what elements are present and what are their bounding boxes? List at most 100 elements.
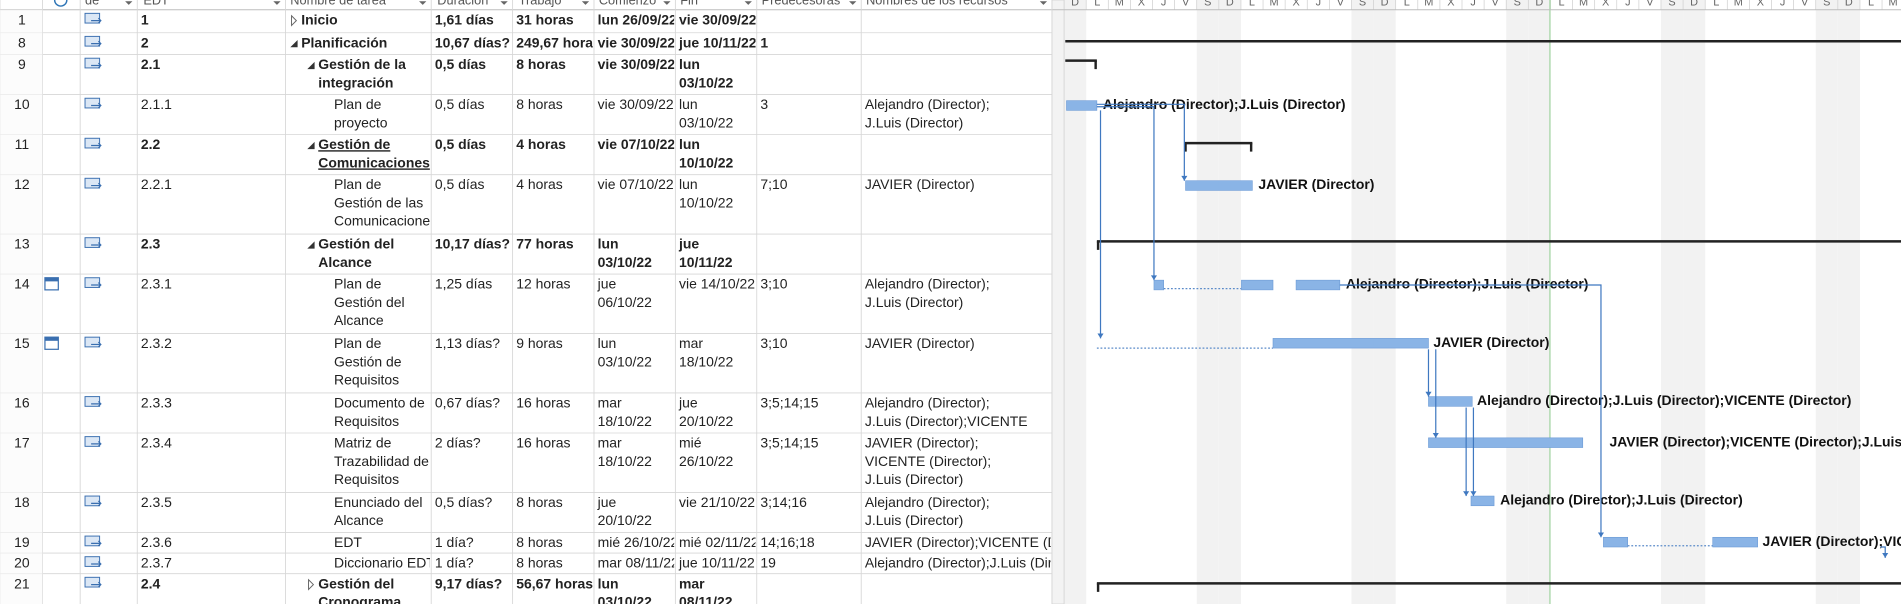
header-dropdown [125,1,133,5]
work: 9 horas [516,335,563,351]
task-bar [1428,437,1584,448]
row-id: 20 [14,555,30,571]
weekend-stripe [1218,0,1241,604]
row-id: 16 [14,395,30,411]
predecessors: 1 [760,34,768,50]
resources: J.Luis (Director) [865,471,963,487]
calendar-icon-top [44,277,59,282]
day-label: V [1646,0,1654,8]
wbs: 2.2 [141,136,161,152]
finish-date: 10/10/22 [679,154,734,170]
finish-date: mié [679,435,702,451]
task-bar [1603,536,1628,548]
start-date: lun [598,236,619,252]
resources: Alejandro (Director); [865,96,990,112]
resources: J.Luis (Director) [865,294,963,310]
day-label: X [1293,0,1301,8]
finish-date: mar [679,335,703,351]
day-label: L [1404,0,1410,8]
bar-label: JAVIER (Director) [1258,176,1374,192]
finish-date: 10/11/22 [679,254,733,270]
finish-date: lun [679,96,698,112]
header-dropdown [419,1,427,5]
duration: 1 día? [435,555,474,571]
finish-date: vie 21/10/22 [679,494,755,510]
dependency-arrow [1597,532,1605,538]
info-icon [53,0,68,7]
dependency-link [1096,103,1185,181]
task-name: Plan de [334,96,382,112]
task-mode-arrow [91,401,102,407]
task-name: Requisitos [334,372,399,388]
task-mode-arrow [91,540,102,547]
finish-date: vie 14/10/22 [679,276,755,292]
day-label: V [1492,0,1500,8]
wbs: 1 [141,11,149,27]
work: 8 horas [516,534,563,550]
dependency-arrow [1432,432,1439,438]
task-name: Trazabilidad de [334,453,429,469]
resources: Alejandro (Director); [865,395,990,411]
column-header: de [85,0,99,8]
task-mode-arrow [91,17,102,24]
start-date: 03/10/22 [598,353,653,369]
row-id: 19 [14,534,30,550]
row-id: 14 [14,276,30,292]
bar-label: Alejandro (Director);J.Luis (Director) [1103,96,1346,112]
weekend-stripe [1064,0,1087,604]
day-label: M [1579,0,1588,8]
work: 8 horas [516,555,563,571]
finish-date: 26/10/22 [679,453,734,469]
finish-date: 03/10/22 [679,114,734,130]
day-label: S [1668,0,1675,8]
wbs: 2 [141,34,149,50]
collapsed-toggle [291,14,298,27]
finish-date: lun [679,176,698,192]
start-date: 03/10/22 [598,593,653,604]
weekend-stripe [1506,0,1529,604]
expanded-toggle [307,141,315,150]
task-mode-icon [84,137,101,149]
finish-date: jue [678,236,699,252]
task-name: EDT [334,534,362,550]
duration: 1,61 días [435,11,494,27]
resources: Alejandro (Director); [865,494,990,510]
work: 4 horas [516,136,566,152]
task-name: Gestión de [334,353,402,369]
task-mode-arrow [91,62,102,69]
task-name: Gestión de [318,136,390,152]
column-header: Predecesoras [762,0,841,8]
bar-label: JAVIER (Director);VICENTE (Director) [1763,533,1901,549]
duration: 0,5 días [435,136,486,152]
header-dropdown [1039,1,1048,5]
start-date: lun [598,335,617,351]
day-label: M [1115,0,1124,8]
day-label: S [1359,0,1366,8]
row-id: 21 [14,575,30,591]
start-date: vie 07/10/22 [598,136,676,152]
dependency-link [1096,106,1155,281]
work: 77 horas [516,236,574,252]
wbs: 2.2.1 [141,176,172,192]
finish-date: lun [679,56,700,72]
row-id: 12 [14,176,30,192]
start-date: vie 30/09/22 [598,96,674,112]
task-name: Gestión del [334,294,405,310]
day-label: V [1337,0,1345,8]
day-label: X [1138,0,1146,8]
weekend-stripe [1351,0,1374,604]
dependency-arrow [1882,553,1889,558]
day-label: M [1889,0,1898,8]
day-label: L [1094,0,1100,8]
task-name: Gestión de la [318,56,406,72]
start-date: mar [598,395,622,411]
finish-date: lun [679,136,700,152]
wbs: 2.4 [141,575,161,591]
row-id: 18 [14,494,30,510]
wbs: 2.3.7 [141,555,172,571]
duration: 0,5 días [435,176,485,192]
wbs: 2.3.1 [141,276,172,292]
duration: 9,17 días? [435,575,502,591]
